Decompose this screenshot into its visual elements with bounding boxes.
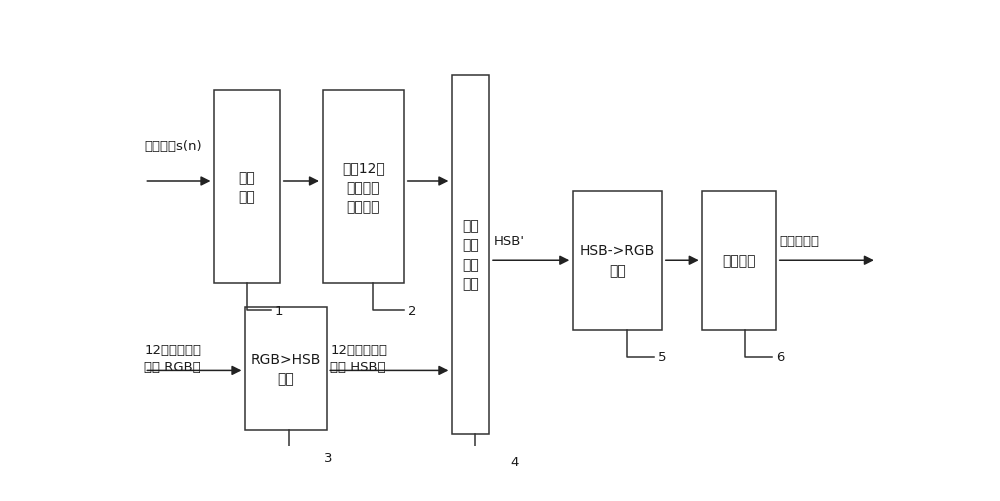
Text: 4: 4 <box>510 455 519 468</box>
Text: 分帧
加窗: 分帧 加窗 <box>239 171 255 204</box>
Bar <box>323 91 404 284</box>
Text: 12个特征频带
既定 HSB值: 12个特征频带 既定 HSB值 <box>330 344 387 374</box>
Text: 提取12个
特征频带
内的能量: 提取12个 特征频带 内的能量 <box>342 161 385 214</box>
Text: HSB->RGB
转换: HSB->RGB 转换 <box>580 244 655 278</box>
Bar <box>573 191 662 330</box>
Text: 特征
频带
色彩
修正: 特征 频带 色彩 修正 <box>462 219 479 291</box>
Bar <box>214 91 280 284</box>
Text: 5: 5 <box>658 351 667 364</box>
Bar <box>452 76 489 434</box>
Bar <box>245 307 326 430</box>
Text: 3: 3 <box>324 451 333 464</box>
Text: HSB': HSB' <box>494 234 525 247</box>
Text: 2: 2 <box>408 305 416 317</box>
Text: 1: 1 <box>275 305 283 317</box>
Text: RGB>HSB
转换: RGB>HSB 转换 <box>251 352 321 385</box>
Text: 图形生成: 图形生成 <box>722 254 756 268</box>
Text: 6: 6 <box>776 351 784 364</box>
Text: 可视化效果: 可视化效果 <box>780 234 820 247</box>
Text: 语音信号s(n): 语音信号s(n) <box>144 140 202 153</box>
Text: 12个特征频带
既定 RGB值: 12个特征频带 既定 RGB值 <box>144 344 201 374</box>
Bar <box>702 191 776 330</box>
